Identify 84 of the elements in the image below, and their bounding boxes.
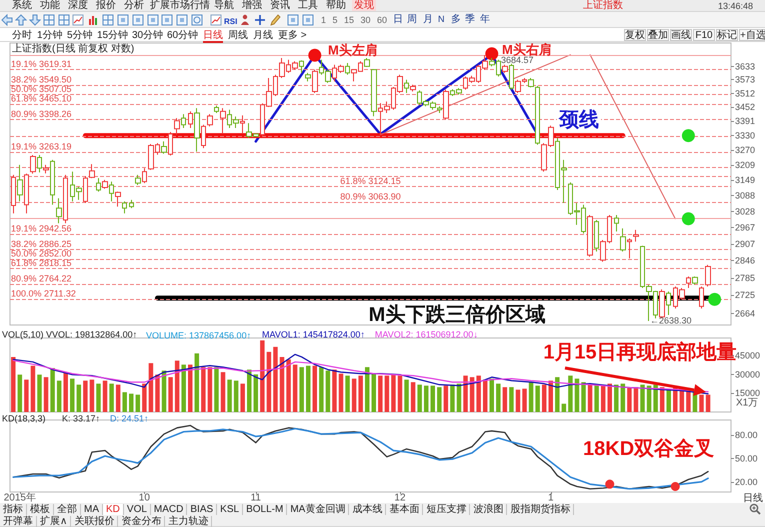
text: 日 xyxy=(393,14,403,25)
text: 周线 xyxy=(228,30,248,41)
y-tick-label: 3088 xyxy=(735,190,756,201)
text: KSL xyxy=(217,504,244,514)
y-tick-label: 3330 xyxy=(735,130,756,141)
text: MA黄金回调 xyxy=(287,504,350,514)
text: 标记 xyxy=(716,29,738,41)
y-tick-label: 15000 xyxy=(735,388,760,398)
y-tick-label: 3512 xyxy=(735,88,756,98)
y-tick-label: 45000 xyxy=(735,350,760,361)
y-tick-label: 2664 xyxy=(735,308,756,318)
y-tick-label: 3149 xyxy=(735,175,756,186)
text: VOL xyxy=(124,504,151,514)
text: 更多 > xyxy=(278,30,307,41)
text: 月 xyxy=(423,14,433,25)
text: 日线 xyxy=(743,493,763,504)
y-tick-label: 50.00 xyxy=(735,453,758,464)
text: 上证指数 xyxy=(583,0,623,11)
text: 15分钟 xyxy=(97,30,128,41)
y-tick-label: 3028 xyxy=(735,206,756,216)
y-tick-label: 2967 xyxy=(735,222,756,233)
text: 1分钟 xyxy=(37,30,63,41)
y-tick-label: 2725 xyxy=(735,290,756,300)
text: 月线 xyxy=(253,30,273,41)
y-tick-label: 2846 xyxy=(735,256,756,266)
text: 画线 xyxy=(670,29,692,41)
y-tick-label: 20.00 xyxy=(735,476,758,487)
y-tick-label: 2907 xyxy=(735,238,756,249)
text: 短压支撑 xyxy=(423,504,470,514)
y-tick-label: 80.00 xyxy=(735,430,758,440)
text: 分析 xyxy=(124,0,144,11)
text: 报价 xyxy=(96,0,116,11)
text: 1 5 15 30 60 xyxy=(321,15,388,26)
bar xyxy=(706,394,710,412)
y-tick-label: 3391 xyxy=(735,116,756,126)
text: N xyxy=(438,14,444,25)
text: BIAS xyxy=(187,504,218,514)
text: 波浪图 xyxy=(470,504,508,514)
text: 13:46:48 xyxy=(718,1,754,12)
text: 功能 xyxy=(40,0,60,11)
candlestick xyxy=(699,286,704,309)
y-tick-label: 3209 xyxy=(735,160,756,170)
text: 季 xyxy=(465,14,475,25)
text: RSI xyxy=(224,16,238,27)
text: MA xyxy=(81,504,103,514)
y-tick-label: 2785 xyxy=(735,272,756,283)
text: 资金分布 xyxy=(118,516,166,526)
y-axis-title: X1万 xyxy=(736,398,758,408)
text: 指标 xyxy=(0,504,27,514)
text: 叠加 xyxy=(647,29,669,41)
text: 30分钟 xyxy=(132,30,164,41)
text: 主力轨迹 xyxy=(165,516,212,526)
text: 扩展∧ xyxy=(37,516,72,526)
y-tick-label: 30000 xyxy=(735,369,760,380)
text: 开弹幕 xyxy=(0,516,37,526)
text: 成本线 xyxy=(349,504,386,514)
text: 帮助 xyxy=(326,0,346,11)
text: 股指期货指标 xyxy=(507,504,574,514)
text: MACD xyxy=(150,504,188,514)
text: F10 xyxy=(693,29,715,41)
text: 周 xyxy=(407,14,417,25)
text: 关联报价 xyxy=(71,516,118,526)
text: 5分钟 xyxy=(67,30,93,41)
y-tick-label: 3633 xyxy=(735,61,756,72)
text: 全部 xyxy=(54,504,81,514)
text: 工具 xyxy=(298,0,318,11)
y-tick-label: 3573 xyxy=(735,74,756,85)
y-tick-label: 3270 xyxy=(735,145,756,156)
candlestick xyxy=(705,264,711,288)
text: 资讯 xyxy=(270,0,290,11)
text: KD xyxy=(103,504,124,514)
text: 基本面 xyxy=(386,504,424,514)
y-tick-label: 3452 xyxy=(735,102,756,112)
text: 多 xyxy=(451,14,461,25)
text: 60分钟 xyxy=(167,30,198,41)
text: 增强 xyxy=(242,0,262,11)
text: 发现 xyxy=(352,0,376,11)
text: 年 xyxy=(480,14,490,25)
text: 复权 xyxy=(624,29,646,41)
text: 日线 xyxy=(203,30,223,43)
text: 模板 xyxy=(27,504,54,514)
text: BOLL-M xyxy=(243,504,288,514)
text: 分时 xyxy=(12,30,32,41)
point xyxy=(708,292,722,306)
